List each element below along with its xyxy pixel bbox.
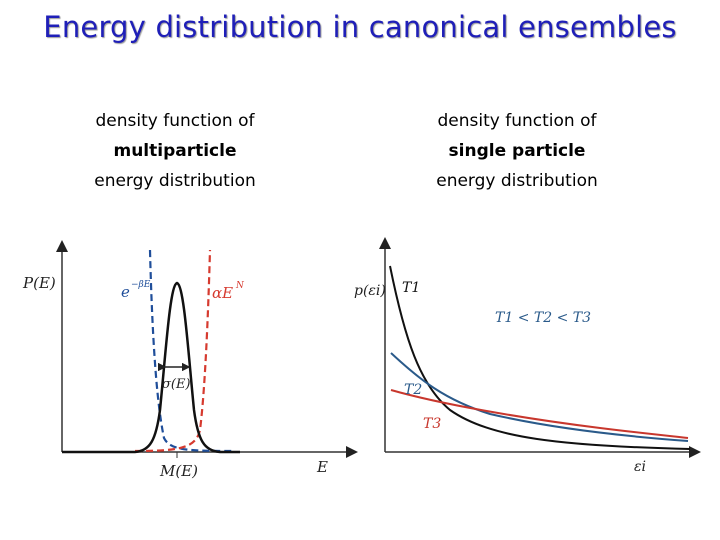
slide-title: Energy distribution in canonical ensembl… (43, 10, 677, 44)
right-y-axis-label: p(εi) (354, 283, 386, 299)
peak-label: M(E) (159, 462, 198, 480)
right-caption: density function of single particle ener… (387, 106, 647, 196)
power-superscript: N (235, 281, 245, 291)
right-caption-line2: single particle (448, 141, 586, 161)
t3-label: T3 (423, 416, 441, 432)
energy-distribution-curve (62, 281, 240, 454)
left-x-axis-label: E (316, 458, 328, 476)
left-caption: density function of multiparticle energy… (45, 106, 305, 196)
t3-curve (390, 389, 689, 439)
power-growth-curve (134, 249, 212, 453)
left-caption-line2: multiparticle (113, 141, 237, 161)
left-caption-line1: density function of (95, 111, 255, 131)
right-caption-line3: energy distribution (436, 171, 598, 191)
exp-label: e (121, 283, 130, 301)
sigma-label: σ(E) (162, 377, 191, 392)
left-y-axis-label: P(E) (22, 274, 56, 292)
exp-decay-curve (148, 249, 236, 453)
left-caption-line3: energy distribution (94, 171, 256, 191)
right-x-axis-label: εi (634, 459, 646, 475)
temperature-order-label: T1 < T2 < T3 (495, 310, 591, 326)
t2-curve (390, 352, 689, 442)
right-caption-line1: density function of (437, 111, 597, 131)
t2-label: T2 (404, 382, 422, 398)
power-label: αE (212, 284, 233, 302)
exp-superscript: −βE (131, 280, 151, 290)
t1-label: T1 (402, 280, 420, 296)
t1-curve (389, 265, 691, 450)
